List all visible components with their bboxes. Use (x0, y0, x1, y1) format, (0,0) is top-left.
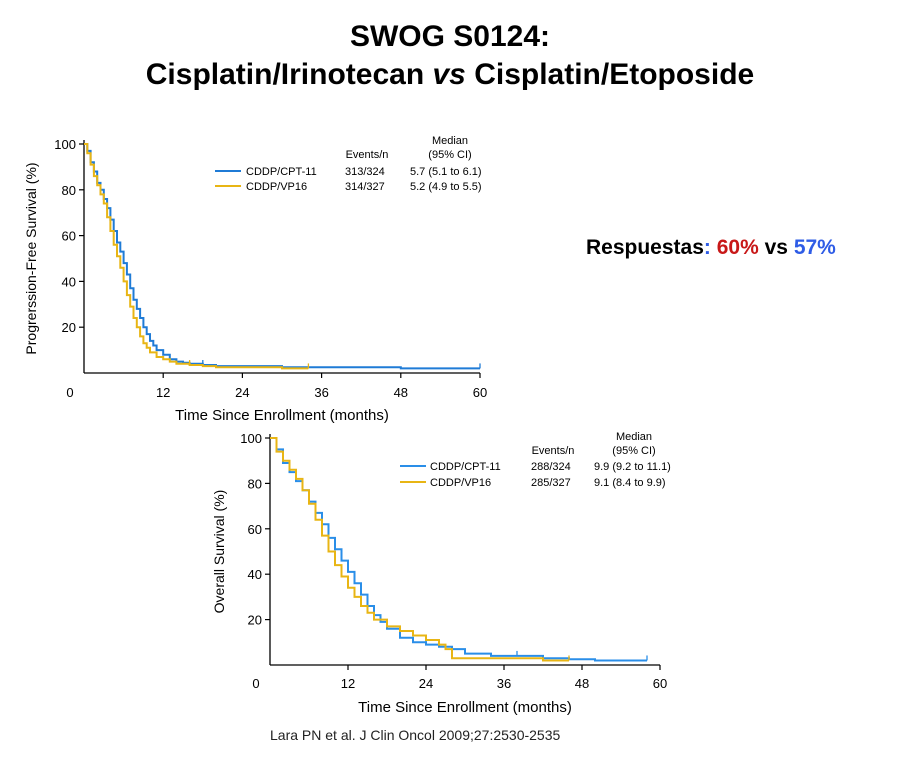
chart2-y-tick-label: 40 (248, 567, 262, 582)
citation: Lara PN et al. J Clin Oncol 2009;27:2530… (270, 727, 561, 743)
chart1-series-2-curve (84, 143, 309, 370)
chart2-legend-ci-header: (95% CI) (612, 445, 655, 457)
chart2-legend-events-2: 285/327 (531, 477, 571, 489)
chart2-legend-name-1: CDDP/CPT-11 (430, 461, 501, 473)
chart1-legend-events-2: 314/327 (345, 181, 385, 193)
title-vs: vs (432, 58, 466, 91)
chart2-x-tick-label: 24 (419, 676, 433, 691)
chart1-legend-median-header: Median (432, 135, 468, 147)
chart1-x-tick-label: 36 (314, 385, 328, 400)
chart2-legend-name-2: CDDP/VP16 (430, 477, 491, 489)
chart2-legend-events-1: 288/324 (531, 461, 571, 473)
response-label: Respuestas (586, 236, 704, 259)
chart2-x-axis-label: Time Since Enrollment (months) (358, 699, 572, 716)
chart1-x-tick-label: 24 (235, 385, 249, 400)
chart1-y-tick-label: 80 (62, 183, 76, 198)
response-value-b: 57% (793, 236, 836, 259)
chart2-y-axis-label: Overall Survival (%) (211, 490, 227, 614)
chart1-y-axis-label: Progrerssion-Free Survival (%) (23, 162, 39, 354)
chart1-y-tick-label: 60 (62, 229, 76, 244)
response-value-a: 60% (716, 236, 759, 259)
chart1-legend-median-2: 5.2 (4.9 to 5.5) (410, 181, 482, 193)
chart1-legend-name-2: CDDP/VP16 (246, 181, 307, 193)
response-rates: Respuestas: 60% vs 57% (586, 236, 836, 260)
chart2-series-2-curve (270, 437, 569, 662)
chart2-x-tick-label: 36 (497, 676, 511, 691)
chart1-x-tick-label: 12 (156, 385, 170, 400)
chart1-x-tick-label: 0 (66, 385, 73, 400)
slide-title-line2: Cisplatin/Irinotecan vs Cisplatin/Etopos… (0, 56, 900, 94)
chart1-legend-name-1: CDDP/CPT-11 (246, 166, 317, 178)
chart2-legend-median-1: 9.9 (9.2 to 11.1) (594, 461, 671, 473)
chart2-y-tick-label: 20 (248, 613, 262, 628)
chart1-x-tick-label: 48 (394, 385, 408, 400)
slide-title-line1: SWOG S0124: (349, 20, 551, 53)
chart2-x-tick-label: 0 (252, 676, 259, 691)
chart1-y-tick-label: 20 (62, 320, 76, 335)
response-vs: vs (764, 236, 788, 259)
chart1-legend-ci-header: (95% CI) (428, 149, 471, 161)
chart2-legend-median-header: Median (616, 431, 652, 443)
chart1-x-tick-label: 60 (473, 385, 487, 400)
chart2-legend-events-header: Events/n (532, 445, 575, 457)
response-colon: : (703, 236, 711, 259)
chart1-legend-events-header: Events/n (346, 149, 389, 161)
chart2-x-tick-label: 12 (341, 676, 355, 691)
chart1-legend-events-1: 313/324 (345, 166, 385, 178)
chart1-y-tick-label: 40 (62, 274, 76, 289)
chart2-legend-median-2: 9.1 (8.4 to 9.9) (594, 477, 666, 489)
chart1-series-1-curve (84, 143, 480, 370)
chart2-y-tick-label: 100 (240, 431, 262, 446)
chart1-x-axis-label: Time Since Enrollment (months) (175, 407, 389, 424)
chart2-y-tick-label: 80 (248, 476, 262, 491)
chart2-x-tick-label: 60 (653, 676, 667, 691)
chart2-x-tick-label: 48 (575, 676, 589, 691)
chart1-legend-median-1: 5.7 (5.1 to 6.1) (410, 166, 482, 178)
chart1-y-tick-label: 100 (54, 137, 76, 152)
chart2-y-tick-label: 60 (248, 522, 262, 537)
title-regimen-a: Cisplatin/Irinotecan (145, 58, 433, 91)
title-regimen-b: Cisplatin/Etoposide (465, 58, 755, 91)
